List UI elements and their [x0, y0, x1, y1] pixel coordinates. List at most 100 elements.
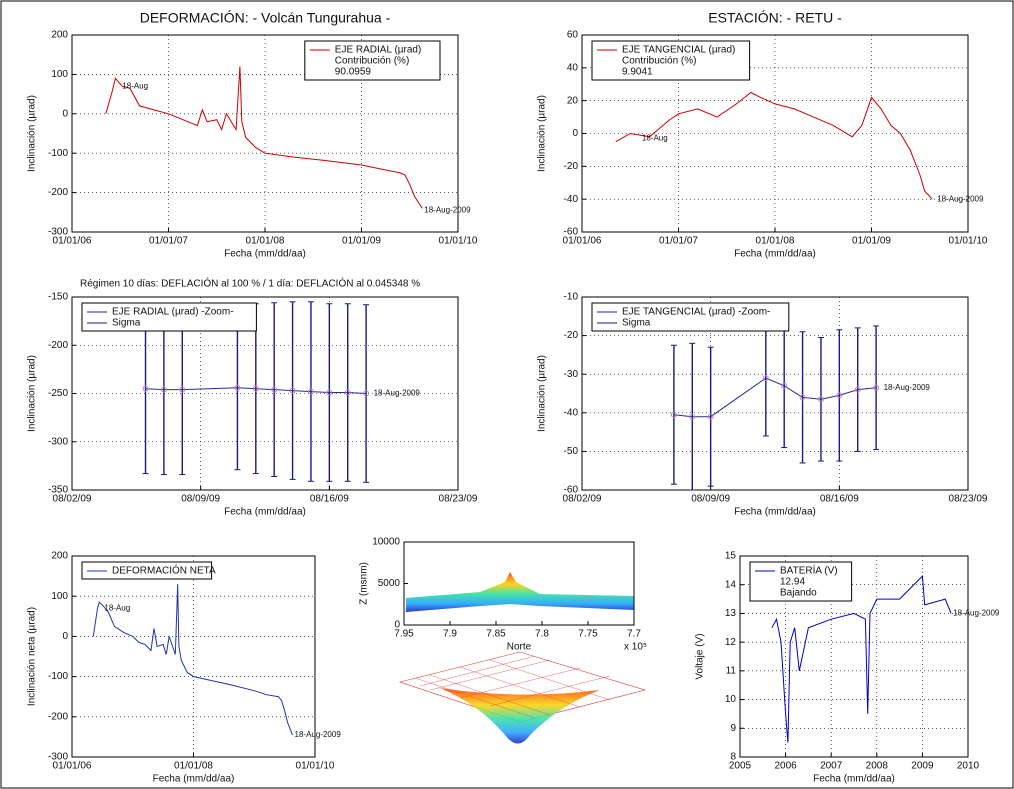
- x-tick-label: 01/01/07: [149, 236, 188, 247]
- x-tick-label: 7.7: [627, 629, 641, 640]
- x-exponent: x 10⁵: [624, 642, 647, 653]
- series-line: [92, 584, 293, 736]
- y-tick-label: -20: [564, 330, 579, 341]
- x-tick-label: 01/01/07: [659, 236, 698, 247]
- x-tick-label: 2007: [820, 761, 843, 772]
- x-axis-label: Fecha (mm/dd/aa): [224, 249, 306, 260]
- legend-label: EJE RADIAL (µrad): [335, 45, 422, 56]
- point: [836, 392, 843, 399]
- y-tick-label: -100: [48, 148, 68, 159]
- x-axis-label: Fecha (mm/dd/aa): [224, 507, 306, 518]
- y-axis-label: Inclinación (µrad): [27, 95, 38, 172]
- legend-label: DEFORMACIÓN NETA: [112, 564, 216, 577]
- x-tick-label: 2008: [866, 761, 889, 772]
- y-tick-label: 11: [726, 665, 737, 676]
- y-tick-label: 0: [394, 620, 400, 631]
- series-line: [673, 377, 877, 418]
- point: [689, 413, 696, 420]
- plot-area: [92, 584, 293, 736]
- axes-border: [581, 296, 969, 491]
- axes-border: [403, 541, 635, 626]
- x-tick-label: 01/01/08: [756, 236, 795, 247]
- x-tick-label: 01/01/08: [174, 761, 213, 772]
- y-tick-label: -20: [564, 161, 579, 172]
- legend-label: 90.0959: [335, 67, 372, 78]
- y-tick-label: -60: [564, 227, 579, 238]
- x-axis-label: Norte: [507, 642, 532, 653]
- series-line: [615, 91, 933, 200]
- x-tick-label: 08/16/09: [820, 494, 859, 505]
- point: [707, 413, 714, 420]
- x-tick-label: 08/02/09: [53, 494, 92, 505]
- legend-label: Bajando: [780, 588, 817, 599]
- axes-border: [71, 555, 316, 758]
- point: [781, 382, 788, 389]
- y-tick-label: 0: [572, 128, 578, 139]
- chart-title: DEFORMACIÓN: - Volcán Tungurahua -: [140, 10, 391, 26]
- x-tick-label: 2009: [911, 761, 934, 772]
- axes-border: [71, 34, 459, 233]
- x-tick-label: 08/16/09: [310, 494, 349, 505]
- point: [234, 384, 241, 391]
- point: [854, 386, 861, 393]
- y-tick-label: -150: [48, 292, 68, 303]
- y-axis-label: Z (msnm): [359, 562, 370, 605]
- x-tick-label: 08/09/09: [691, 494, 730, 505]
- y-tick-label: 9: [730, 723, 736, 734]
- point: [873, 384, 880, 391]
- y-tick-label: -200: [48, 711, 68, 722]
- axes-border: [71, 296, 459, 491]
- legend-label: 12.94: [780, 577, 805, 588]
- x-tick-label: 7.75: [578, 629, 598, 640]
- legend-label: Sigma: [112, 318, 141, 329]
- y-tick-label: 15: [725, 551, 737, 562]
- x-tick-label: 01/01/06: [563, 236, 602, 247]
- legend-label: 9.9041: [622, 67, 653, 78]
- legend-label: EJE RADIAL (µrad) -Zoom-: [112, 307, 234, 318]
- y-tick-label: -300: [48, 436, 68, 447]
- y-tick-label: -200: [48, 187, 68, 198]
- legend: [81, 302, 257, 332]
- x-tick-label: 7.95: [394, 629, 414, 640]
- x-tick-label: 01/01/06: [53, 761, 92, 772]
- x-tick-label: 01/01/10: [439, 236, 478, 247]
- legend: [81, 561, 213, 580]
- y-tick-label: -40: [564, 407, 579, 418]
- y-tick-label: -60: [564, 485, 579, 496]
- y-tick-label: 0: [62, 631, 68, 642]
- point: [252, 385, 259, 392]
- x-tick-label: 08/02/09: [563, 494, 602, 505]
- y-tick-label: -10: [564, 292, 579, 303]
- y-axis-label: Voltaje (V): [695, 633, 706, 679]
- legend-label: EJE TANGENCIAL (µrad): [622, 45, 735, 56]
- y-tick-label: -350: [48, 485, 68, 496]
- y-tick-label: 5000: [378, 578, 401, 589]
- y-tick-label: 14: [725, 579, 737, 590]
- annotation: 18-Aug-2009: [295, 730, 342, 739]
- y-axis-label: Inclinación neta (µrad): [27, 607, 38, 706]
- y-tick-label: -40: [564, 194, 579, 205]
- x-axis-label: Fecha (mm/dd/aa): [734, 249, 816, 260]
- legend-label: Sigma: [622, 318, 651, 329]
- x-axis-label: Fecha (mm/dd/aa): [734, 507, 816, 518]
- x-tick-label: 08/23/09: [949, 494, 988, 505]
- y-tick-label: -300: [48, 227, 68, 238]
- chart-title: Régimen 10 días: DEFLACIÓN al 100 % / 1 …: [80, 277, 420, 290]
- y-tick-label: 200: [51, 551, 68, 562]
- y-tick-label: 20: [567, 95, 579, 106]
- series-line: [145, 387, 367, 394]
- x-tick-label: 01/01/10: [949, 236, 988, 247]
- series-line: [105, 66, 423, 209]
- annotation: 18-Aug: [122, 81, 148, 90]
- y-tick-label: 100: [51, 69, 68, 80]
- legend: [749, 561, 853, 602]
- legend-label: Contribución (%): [622, 56, 696, 67]
- y-tick-label: 60: [567, 30, 579, 41]
- y-tick-label: -250: [48, 388, 68, 399]
- legend: [304, 40, 441, 81]
- point: [799, 394, 806, 401]
- legend-label: EJE TANGENCIAL (µrad) -Zoom-: [622, 307, 770, 318]
- plot-area: [615, 91, 933, 200]
- legend-label: Contribución (%): [335, 56, 409, 67]
